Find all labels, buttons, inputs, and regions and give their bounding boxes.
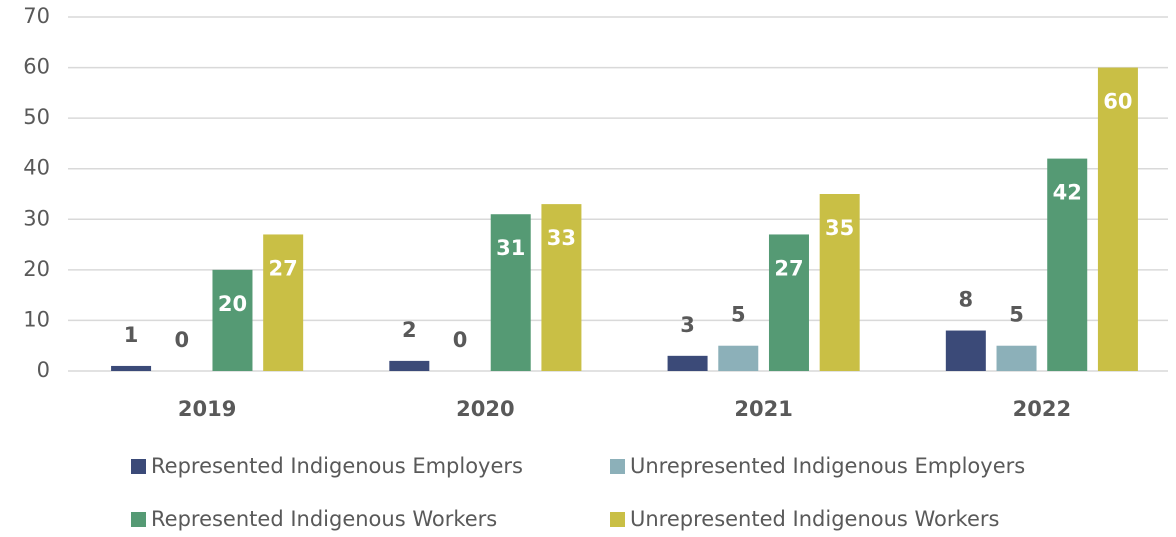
bar: [768, 234, 809, 371]
bar: [389, 360, 430, 371]
data-label: 5: [731, 303, 746, 327]
data-label: 60: [1103, 90, 1132, 114]
bar: [718, 345, 759, 371]
x-tick-label: 2019: [178, 397, 236, 421]
x-tick-label: 2020: [456, 397, 514, 421]
bar: [1047, 158, 1088, 371]
bar: [1097, 67, 1138, 372]
bar: [263, 234, 304, 371]
data-label: 20: [218, 292, 247, 316]
legend-swatch: [131, 512, 146, 527]
y-tick-label: 10: [23, 307, 50, 331]
bar: [490, 214, 531, 371]
data-label: 8: [959, 288, 974, 312]
bar: [996, 345, 1037, 371]
legend-swatch: [610, 459, 625, 474]
legend-swatch: [610, 512, 625, 527]
data-label: 27: [774, 256, 803, 280]
data-label: 2: [402, 318, 417, 342]
y-tick-label: 70: [23, 4, 50, 28]
y-tick-label: 40: [23, 156, 50, 180]
legend-label: Represented Indigenous Workers: [151, 507, 497, 531]
legend-label: Unrepresented Indigenous Workers: [630, 507, 999, 531]
data-label: 33: [547, 226, 576, 250]
legend-label: Unrepresented Indigenous Employers: [630, 454, 1025, 478]
data-label: 3: [680, 313, 695, 337]
bar: [541, 204, 582, 371]
bar: [819, 194, 860, 371]
legend-label: Represented Indigenous Employers: [151, 454, 523, 478]
y-tick-label: 0: [37, 358, 50, 382]
x-tick-label: 2022: [1013, 397, 1071, 421]
y-tick-label: 20: [23, 257, 50, 281]
data-label: 35: [825, 216, 854, 240]
bar: [945, 330, 986, 371]
bar: [111, 365, 152, 371]
data-label: 42: [1053, 181, 1082, 205]
x-tick-label: 2021: [734, 397, 792, 421]
y-tick-label: 50: [23, 105, 50, 129]
data-label: 0: [174, 328, 189, 352]
legend-swatch: [131, 459, 146, 474]
bar: [667, 355, 708, 371]
data-label: 5: [1009, 303, 1024, 327]
bar: [212, 269, 253, 371]
data-label: 27: [269, 256, 298, 280]
data-label: 1: [124, 323, 139, 347]
data-label: 31: [496, 236, 525, 260]
data-label: 0: [453, 328, 468, 352]
y-tick-label: 30: [23, 206, 50, 230]
y-tick-label: 60: [23, 55, 50, 79]
